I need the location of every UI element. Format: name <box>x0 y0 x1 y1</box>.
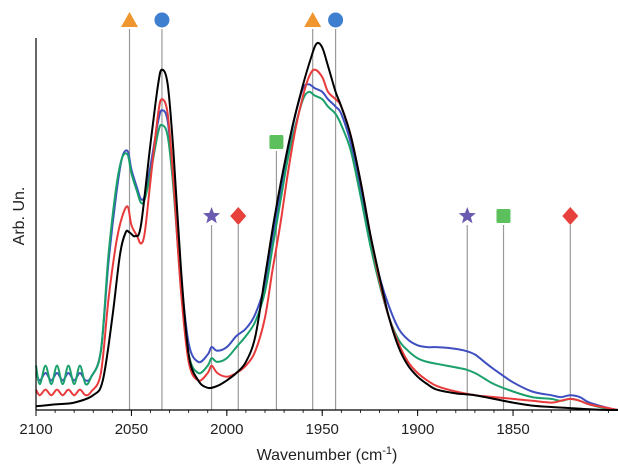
x-tick-label: 1950 <box>306 421 339 438</box>
x-tick-label: 1900 <box>401 421 434 438</box>
marker-star-icon <box>203 207 221 224</box>
marker-circle-icon <box>154 12 170 28</box>
x-axis-label: Wavenumber (cm-1) <box>257 445 398 464</box>
x-tick-label: 2050 <box>115 421 148 438</box>
marker-star-icon <box>458 207 476 224</box>
peak-markers <box>121 12 579 225</box>
marker-triangle-icon <box>121 12 139 27</box>
marker-diamond-icon <box>562 207 579 225</box>
y-axis-label: Arb. Un. <box>11 187 28 246</box>
x-tick-label: 2100 <box>19 421 52 438</box>
spectrum-line <box>35 68 618 411</box>
marker-square-icon <box>269 135 284 149</box>
marker-circle-icon <box>328 12 344 28</box>
x-axis-label-main: Wavenumber (cm <box>257 447 383 464</box>
spectrum-line <box>35 41 618 412</box>
spectrum-line <box>35 83 618 411</box>
marker-triangle-icon <box>304 12 322 27</box>
x-tick-label: 1850 <box>496 421 529 438</box>
x-ticks: 2100 2050 2000 1950 1900 1850 <box>19 410 609 438</box>
spectrum-line <box>35 90 618 411</box>
x-axis-label-superscript: -1 <box>382 445 392 457</box>
x-tick-label: 2000 <box>210 421 243 438</box>
spectrum-series <box>35 41 618 412</box>
axes <box>35 38 618 411</box>
marker-diamond-icon <box>230 207 247 225</box>
x-axis-label-close: ) <box>392 447 397 464</box>
marker-square-icon <box>496 209 511 223</box>
